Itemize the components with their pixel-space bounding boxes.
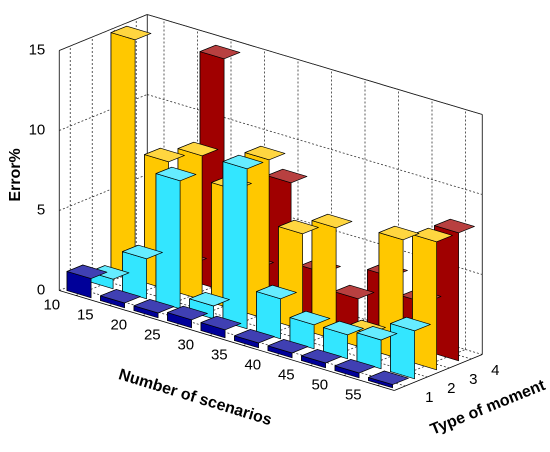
bar-top xyxy=(390,316,431,332)
bar-top xyxy=(356,326,398,341)
axis-frame xyxy=(394,354,483,391)
bar-front xyxy=(412,234,437,371)
z-tick-label: 0 xyxy=(37,281,45,298)
bar-top xyxy=(278,219,319,235)
axis-frame xyxy=(59,14,148,51)
bar-top xyxy=(122,244,163,260)
bar-top xyxy=(323,320,364,336)
bar-top xyxy=(88,265,130,280)
bar-front xyxy=(390,323,415,380)
y-axis-label: Type of moment xyxy=(428,377,548,439)
z-tick-label: 5 xyxy=(37,201,45,218)
bar-top xyxy=(200,315,242,331)
y-tick-label: 2 xyxy=(447,380,455,397)
bar-front xyxy=(256,291,281,340)
axis-frame xyxy=(147,14,483,115)
bar-front xyxy=(222,161,248,330)
x-tick-label: 55 xyxy=(345,386,362,403)
x-tick-label: 50 xyxy=(311,376,328,393)
y-tick-label: 1 xyxy=(425,389,433,406)
bar-top xyxy=(434,218,475,234)
bar-top xyxy=(177,141,219,157)
bar-top xyxy=(333,284,375,300)
bar-top xyxy=(378,225,420,241)
bar-top xyxy=(266,168,308,184)
bar-front xyxy=(110,32,136,281)
bar-top xyxy=(110,25,152,41)
y-tick-label: 3 xyxy=(469,371,477,388)
bar-top xyxy=(155,166,197,182)
bar-top xyxy=(66,264,108,279)
bar-top xyxy=(412,227,453,243)
bar-top xyxy=(189,292,230,307)
axis-frame xyxy=(59,290,395,391)
bar-top xyxy=(100,289,141,304)
bar-top xyxy=(244,145,286,161)
y-tick-label: 4 xyxy=(491,362,499,379)
x-tick-label: 20 xyxy=(110,316,127,333)
bar-top xyxy=(301,349,342,364)
z-tick-label: 15 xyxy=(29,41,46,58)
bar-top xyxy=(256,284,297,300)
bar-front xyxy=(122,251,147,300)
bar-top xyxy=(334,359,376,374)
bar-top xyxy=(289,310,331,326)
x-axis-label: Number of scenarios xyxy=(116,366,273,429)
x-tick-label: 45 xyxy=(278,366,295,383)
x-tick-label: 10 xyxy=(43,296,60,313)
x-tick-label: 30 xyxy=(177,336,194,353)
bar-top xyxy=(133,299,175,314)
bar-top xyxy=(199,44,241,60)
x-tick-label: 40 xyxy=(244,356,261,373)
x-tick-label: 15 xyxy=(77,306,94,323)
x-tick-label: 35 xyxy=(211,346,228,363)
bar-top xyxy=(144,147,185,163)
bar-top xyxy=(167,305,208,321)
bar-top xyxy=(267,339,309,354)
bar-front xyxy=(155,173,181,310)
z-axis-label: Error% xyxy=(7,148,24,201)
bar-top xyxy=(311,213,353,229)
bar-top xyxy=(234,329,275,344)
bar-top xyxy=(368,370,409,385)
bar-front xyxy=(434,225,459,362)
bar-top xyxy=(222,154,264,170)
z-tick-label: 10 xyxy=(29,121,46,138)
x-tick-label: 25 xyxy=(144,326,161,343)
